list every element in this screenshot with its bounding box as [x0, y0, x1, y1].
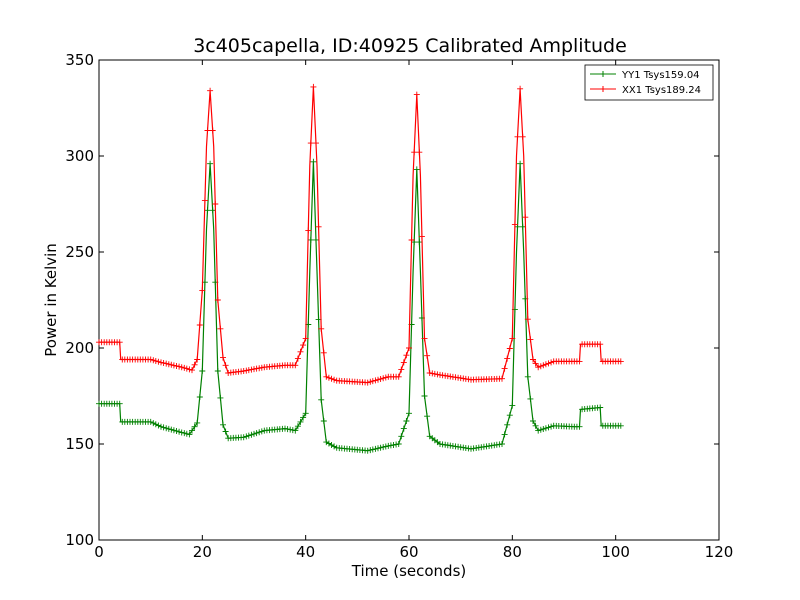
- legend-box: [584, 64, 714, 101]
- series-marker-set-0: [96, 158, 624, 454]
- x-tick-label: 0: [94, 543, 104, 561]
- plot-frame: [98, 59, 720, 541]
- legend-label-yy1: YY1 Tsys159.04: [621, 70, 700, 81]
- x-tick-label: 80: [503, 543, 522, 561]
- chart-title: 3c405capella, ID:40925 Calibrated Amplit…: [193, 35, 627, 57]
- x-tick-label: 20: [193, 543, 212, 561]
- x-tick-label: 40: [296, 543, 315, 561]
- series-line-0: [99, 161, 621, 452]
- series-line-1: [99, 86, 621, 384]
- legend-label-xx1: XX1 Tsys189.24: [622, 85, 701, 96]
- legend-marker-xx1: [600, 86, 606, 92]
- y-tick-label: 150: [65, 435, 94, 453]
- y-tick-label: 350: [65, 51, 94, 69]
- y-tick-label: 200: [65, 339, 94, 357]
- series-marker-set-1: [96, 83, 624, 386]
- x-tick-label: 100: [601, 543, 630, 561]
- y-tick-label: 250: [65, 243, 94, 261]
- series-markers-1: [96, 83, 624, 386]
- x-axis-label: Time (seconds): [351, 562, 467, 580]
- series-markers-0: [96, 158, 624, 454]
- y-tick-label: 300: [65, 147, 94, 165]
- ticks-layer: 0 20 40 60 80 100 120 100 150 200 250 300 350: [65, 51, 733, 561]
- series-layer: [96, 83, 624, 454]
- x-tick-label: 60: [399, 543, 418, 561]
- legend: YY1 Tsys159.04 XX1 Tsys189.24: [584, 64, 714, 101]
- legend-marker-yy1: [600, 71, 606, 77]
- y-axis-label: Power in Kelvin: [42, 243, 60, 357]
- y-tick-label: 100: [65, 531, 94, 549]
- x-tick-label: 120: [705, 543, 734, 561]
